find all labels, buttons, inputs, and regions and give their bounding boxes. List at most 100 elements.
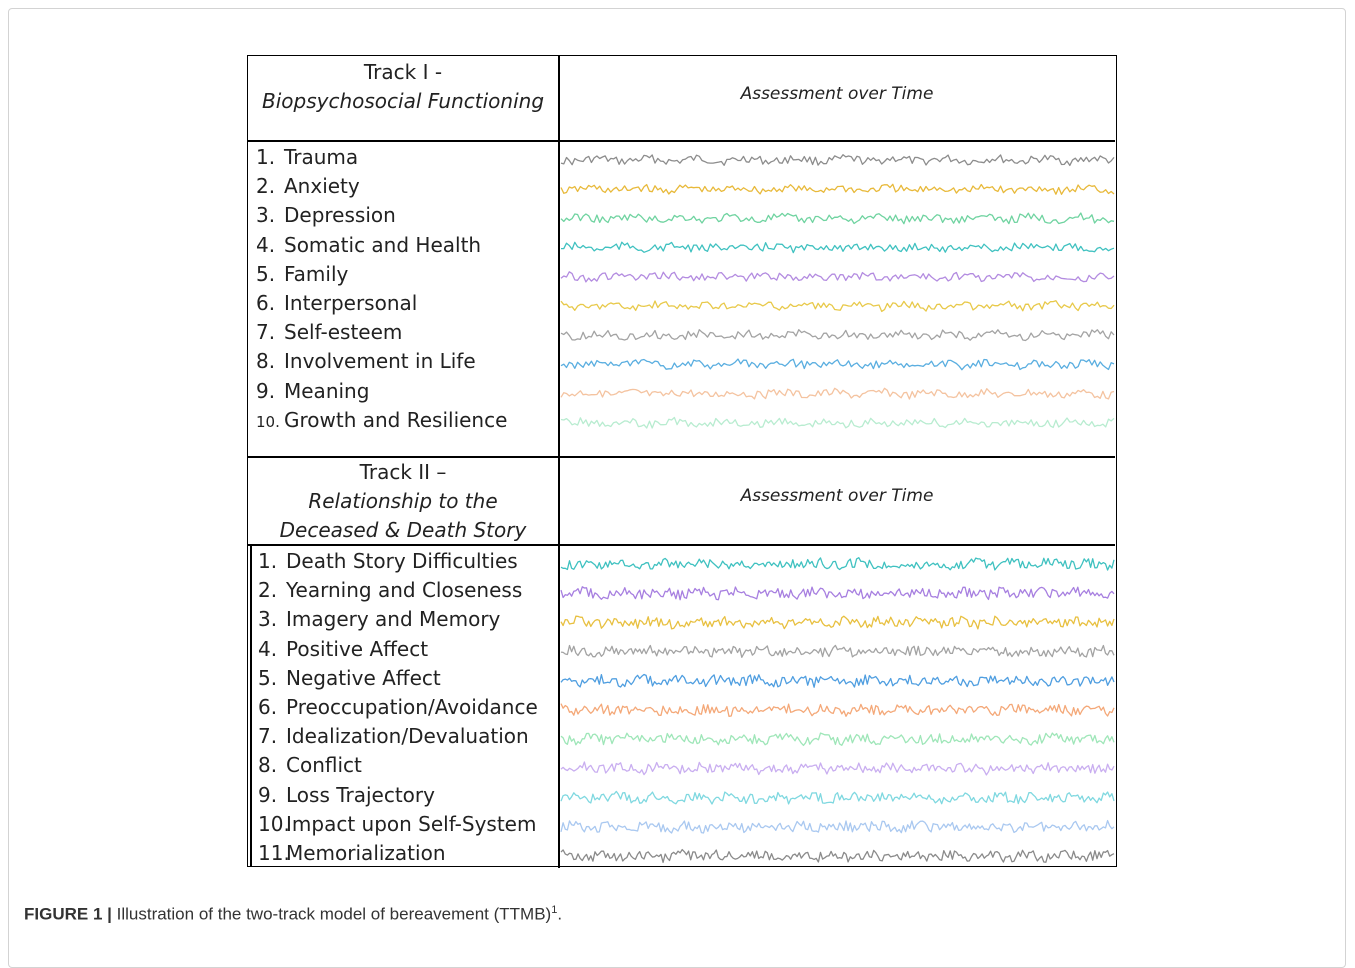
domain-label: Interpersonal <box>284 291 418 315</box>
caption-label: FIGURE 1 | <box>24 904 112 924</box>
assessment-trace <box>560 183 1115 195</box>
track2-assessment-label: Assessment over Time <box>740 486 934 506</box>
domain-item: 4. Positive Affect <box>258 635 428 664</box>
track2-title: Track II – <box>359 460 447 484</box>
domain-label: Death Story Difficulties <box>286 549 518 573</box>
column-divider <box>558 56 560 868</box>
domain-number: 7. <box>258 724 278 749</box>
domain-item: 10. Growth and Resilience <box>256 406 507 435</box>
domain-item: 8. Conflict <box>258 751 362 780</box>
domain-label: Impact upon Self-System <box>286 811 537 836</box>
track2-header-divider <box>248 544 1115 546</box>
domain-number: 9. <box>258 782 278 807</box>
assessment-trace <box>560 358 1115 371</box>
assessment-trace <box>560 615 1115 630</box>
track2-list-inner-border <box>250 545 252 866</box>
caption-footnote: 1 <box>551 904 558 916</box>
domain-label: Self-esteem <box>284 320 403 345</box>
track2-header: Track II – Relationship to the Deceased … <box>248 458 558 544</box>
domain-item: 9. Meaning <box>256 377 369 406</box>
assessment-trace <box>560 848 1115 864</box>
domain-item: 7. Self-esteem <box>256 318 402 347</box>
assessment-trace <box>560 387 1115 400</box>
assessment-trace <box>560 300 1115 313</box>
domain-number: 9. <box>256 378 276 403</box>
assessment-trace <box>560 703 1115 717</box>
domain-number: 3. <box>256 203 276 228</box>
assessment-trace <box>560 790 1115 805</box>
assessment-trace <box>560 673 1115 688</box>
figure-caption: FIGURE 1 | Illustration of the two-track… <box>24 904 562 925</box>
domain-label: Trauma <box>284 145 359 169</box>
domain-label: Idealization/Devaluation <box>286 724 529 749</box>
domain-number: 8. <box>256 349 276 374</box>
track1-domain-list: 1. Trauma 2. Anxiety 3. Depression 4. Somatic a… <box>248 141 558 456</box>
assessment-trace <box>560 329 1115 342</box>
domain-number: 10. <box>256 412 280 431</box>
domain-item: 6. Interpersonal <box>256 289 417 318</box>
domain-number: 3. <box>258 607 278 632</box>
assessment-trace <box>560 644 1115 658</box>
track1-header: Track I - Biopsychosocial Functioning <box>248 58 558 140</box>
domain-number: 8. <box>258 753 278 778</box>
domain-item: 5. Negative Affect <box>258 664 441 693</box>
track1-header-divider <box>248 140 1115 142</box>
domain-label: Memorialization <box>286 841 446 865</box>
domain-label: Positive Affect <box>286 636 429 661</box>
domain-label: Growth and Resilience <box>284 407 508 432</box>
domain-item: 5. Family <box>256 260 348 289</box>
ttmb-figure: Track I - Biopsychosocial Functioning As… <box>247 55 1117 868</box>
assessment-trace <box>560 761 1115 776</box>
domain-label: Anxiety <box>284 174 360 199</box>
assessment-trace <box>560 557 1115 571</box>
assessment-trace <box>560 416 1115 429</box>
domain-number: 1. <box>256 145 276 169</box>
domain-label: Family <box>284 261 349 286</box>
domain-item: 9. Loss Trajectory <box>258 781 435 810</box>
domain-item: 7. Idealization/Devaluation <box>258 722 529 751</box>
domain-number: 4. <box>256 232 276 257</box>
track1-subtitle: Biopsychosocial Functioning <box>261 89 545 113</box>
track1-assessment-label: Assessment over Time <box>740 84 934 104</box>
domain-number: 2. <box>258 578 278 603</box>
assessment-trace <box>560 212 1115 225</box>
domain-label: Somatic and Health <box>284 232 482 257</box>
assessment-trace <box>560 154 1115 167</box>
domain-item: 10.Impact upon Self-System <box>258 810 536 839</box>
assessment-trace <box>560 271 1115 283</box>
domain-number: 10. <box>258 811 290 836</box>
domain-item: 2. Anxiety <box>256 172 360 201</box>
domain-label: Involvement in Life <box>284 349 476 374</box>
assessment-trace <box>560 819 1115 834</box>
domain-number: 7. <box>256 320 276 345</box>
track2-subtitle: Relationship to the Deceased & Death Sto… <box>279 489 527 542</box>
caption-end: . <box>557 904 563 924</box>
domain-item: 6. Preoccupation/Avoidance <box>258 693 538 722</box>
domain-number: 6. <box>258 695 278 719</box>
track1-title: Track I - <box>363 60 443 84</box>
track2-assessment-traces <box>560 557 1115 864</box>
assessment-trace <box>560 732 1115 747</box>
domain-number: 4. <box>258 636 278 661</box>
domain-label: Meaning <box>284 378 370 403</box>
domain-label: Imagery and Memory <box>286 607 501 632</box>
domain-item: 8. Involvement in Life <box>256 347 476 376</box>
domain-number: 1. <box>258 549 278 573</box>
caption-text: Illustration of the two-track model of b… <box>111 904 552 924</box>
domain-number: 5. <box>256 261 276 286</box>
domain-number: 6. <box>256 291 276 315</box>
domain-item: 2. Yearning and Closeness <box>258 576 522 605</box>
assessment-trace <box>561 241 1115 254</box>
domain-item: 3. Imagery and Memory <box>258 605 500 634</box>
domain-label: Yearning and Closeness <box>286 578 523 603</box>
domain-item: 4. Somatic and Health <box>256 231 481 260</box>
domain-label: Negative Affect <box>286 665 441 690</box>
domain-item: 1. Death Story Difficulties <box>258 547 518 576</box>
domain-label: Loss Trajectory <box>286 782 435 807</box>
domain-label: Preoccupation/Avoidance <box>286 695 538 719</box>
track2-domain-list: 1. Death Story Difficulties 2. Yearning and… <box>250 545 558 866</box>
domain-number: 5. <box>258 665 278 690</box>
assessment-trace <box>560 586 1115 601</box>
domain-number: 11. <box>258 841 290 865</box>
track-divider <box>248 456 1115 458</box>
